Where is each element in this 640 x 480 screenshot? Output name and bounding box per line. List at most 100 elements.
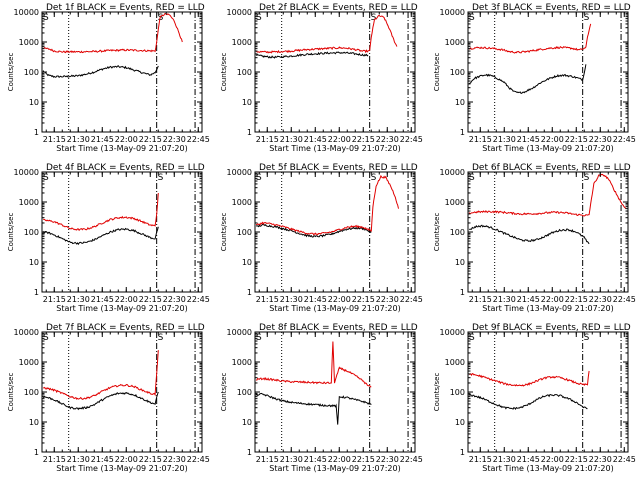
y-tick-label: 1: [34, 128, 39, 137]
x-tick-label: 22:00: [115, 455, 138, 464]
y-tick-label: 1: [460, 128, 465, 137]
x-tick-label: 22:30: [589, 295, 612, 304]
x-tick-label: 21:15: [469, 295, 492, 304]
series-events-line: [42, 226, 159, 246]
x-tick-label: 21:45: [91, 295, 114, 304]
x-axis-label: Start Time (13-May-09 21:07:20): [56, 144, 187, 153]
x-tick-label: 21:30: [493, 135, 516, 144]
x-tick-label: 21:30: [493, 455, 516, 464]
x-tick-label: 21:45: [517, 295, 540, 304]
x-tick-label: 21:30: [280, 455, 303, 464]
y-tick-label: 10000: [440, 168, 465, 177]
y-tick-label: 1: [460, 288, 465, 297]
y-axis-label: Counts/sec: [7, 213, 15, 252]
y-tick-label: 1: [34, 288, 39, 297]
x-tick-label: 22:15: [352, 135, 375, 144]
y-tick-label: 10: [242, 418, 252, 427]
x-axis-label: Start Time (13-May-09 21:07:20): [482, 144, 613, 153]
x-axis-label: Start Time (13-May-09 21:07:20): [482, 464, 613, 473]
y-tick-label: 1000: [445, 198, 465, 207]
y-tick-label: 10000: [14, 168, 39, 177]
series-lld-line: [42, 192, 159, 232]
plot-frame: [41, 171, 203, 293]
marker-label-s: S: [371, 13, 377, 23]
x-tick-label: 22:45: [187, 135, 210, 144]
x-tick-label: 22:15: [352, 455, 375, 464]
x-tick-label: 22:45: [613, 135, 636, 144]
y-tick-label: 10: [242, 98, 252, 107]
series-events-line: [468, 64, 587, 94]
x-tick-label: 22:30: [589, 135, 612, 144]
marker-label-s: S: [584, 173, 590, 183]
x-tick-label: 22:00: [328, 135, 351, 144]
series-lld-line: [468, 23, 592, 54]
x-tick-label: 22:45: [400, 295, 423, 304]
marker-label-s: S: [158, 13, 164, 23]
y-tick-label: 1000: [232, 198, 252, 207]
y-tick-label: 10: [455, 258, 465, 267]
x-tick-label: 21:15: [256, 295, 279, 304]
x-tick-label: 21:30: [280, 295, 303, 304]
x-tick-label: 22:15: [565, 135, 588, 144]
y-tick-label: 10000: [440, 328, 465, 337]
x-tick-label: 22:00: [541, 295, 564, 304]
y-tick-label: 1: [460, 448, 465, 457]
y-tick-label: 1: [34, 448, 39, 457]
y-axis-label: Counts/sec: [7, 53, 15, 92]
y-tick-label: 10000: [227, 168, 252, 177]
x-tick-label: 22:00: [541, 135, 564, 144]
x-tick-label: 22:00: [328, 295, 351, 304]
marker-label-s: S: [371, 333, 377, 343]
plot-frame: [254, 11, 416, 133]
x-axis-label: Start Time (13-May-09 21:07:20): [482, 304, 613, 313]
plot-frame: [254, 171, 416, 293]
x-tick-label: 21:45: [517, 455, 540, 464]
x-tick-label: 21:30: [493, 295, 516, 304]
x-tick-label: 21:15: [469, 455, 492, 464]
panel-title: Det 3f BLACK = Events, RED = LLD: [472, 3, 631, 13]
marker-label-s: S: [469, 333, 475, 343]
y-tick-label: 100: [450, 388, 465, 397]
y-tick-label: 1: [247, 288, 252, 297]
y-tick-label: 10000: [14, 328, 39, 337]
y-tick-label: 100: [450, 228, 465, 237]
y-tick-label: 10: [455, 98, 465, 107]
y-axis-label: Counts/sec: [433, 373, 441, 412]
x-tick-label: 22:00: [541, 455, 564, 464]
x-tick-label: 22:30: [589, 455, 612, 464]
x-tick-label: 22:30: [376, 455, 399, 464]
x-tick-label: 22:15: [565, 295, 588, 304]
series-lld-line: [42, 350, 159, 400]
x-tick-label: 21:45: [304, 135, 327, 144]
x-tick-label: 22:45: [613, 295, 636, 304]
panel-title: Det 6f BLACK = Events, RED = LLD: [472, 163, 631, 173]
x-tick-label: 21:45: [517, 135, 540, 144]
series-lld-line: [468, 173, 627, 217]
y-tick-label: 100: [24, 68, 39, 77]
panel-title: Det 8f BLACK = Events, RED = LLD: [259, 323, 418, 333]
marker-label-s: S: [469, 13, 475, 23]
y-tick-label: 1000: [232, 38, 252, 47]
y-tick-label: 1000: [232, 358, 252, 367]
x-tick-label: 22:30: [376, 135, 399, 144]
y-axis-label: Counts/sec: [220, 53, 228, 92]
panel-title: Det 9f BLACK = Events, RED = LLD: [472, 323, 631, 333]
y-tick-label: 100: [237, 68, 252, 77]
x-tick-label: 22:45: [400, 455, 423, 464]
y-tick-label: 1000: [19, 198, 39, 207]
y-tick-label: 10: [455, 418, 465, 427]
x-tick-label: 21:15: [256, 455, 279, 464]
series-events-line: [42, 65, 159, 79]
series-lld-line: [255, 14, 398, 54]
x-tick-label: 21:30: [67, 455, 90, 464]
y-tick-label: 1000: [445, 358, 465, 367]
y-axis-label: Counts/sec: [220, 213, 228, 252]
x-axis-label: Start Time (13-May-09 21:07:20): [269, 144, 400, 153]
y-axis-label: Counts/sec: [7, 373, 15, 412]
series-events-line: [43, 391, 159, 411]
y-tick-label: 10000: [14, 8, 39, 17]
